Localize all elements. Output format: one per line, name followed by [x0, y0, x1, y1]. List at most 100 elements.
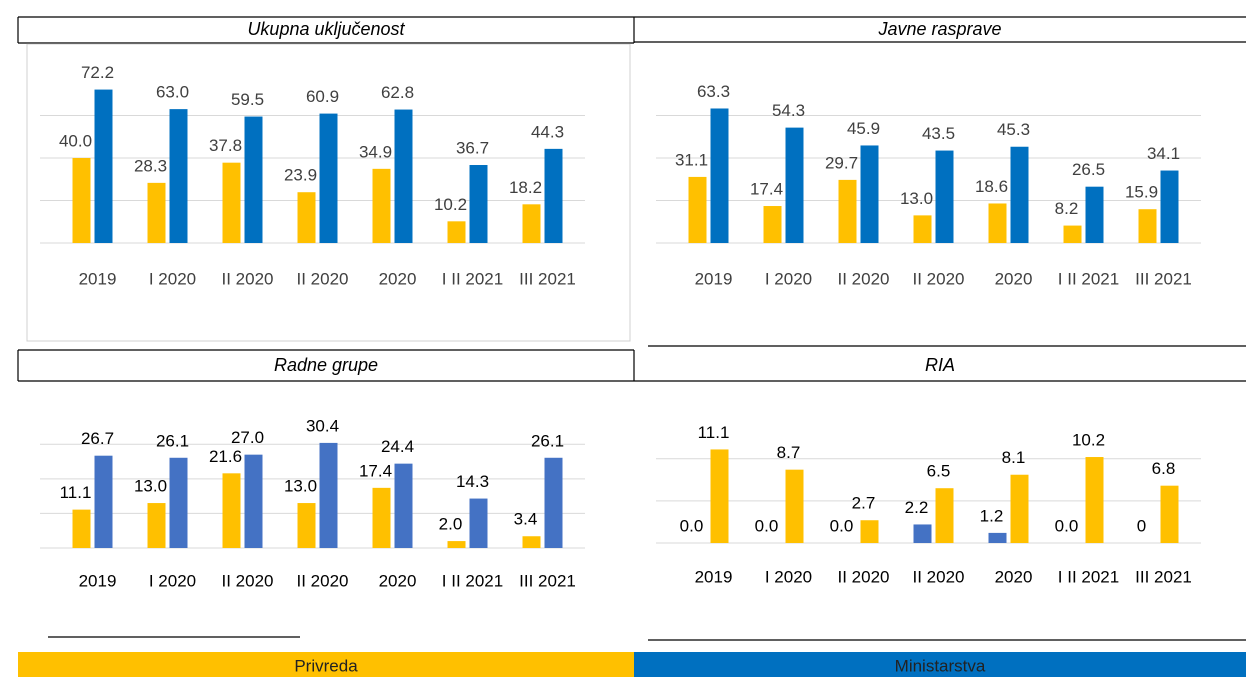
bar	[394, 463, 413, 548]
bar	[522, 204, 541, 243]
data-label: 21.6	[209, 447, 242, 466]
x-tick-label: 2019	[79, 269, 117, 288]
x-tick-label: 2020	[995, 567, 1033, 586]
data-label: 34.1	[1147, 144, 1180, 163]
legend: Privreda Ministarstva	[18, 652, 1246, 677]
x-tick-label: II 2020	[222, 571, 274, 590]
data-label: 0.0	[755, 516, 779, 535]
data-label: 44.3	[531, 122, 564, 141]
data-label: 28.3	[134, 156, 167, 175]
bar	[222, 473, 241, 548]
bar	[297, 503, 316, 548]
bar	[913, 215, 932, 243]
x-tick-label: II 2020	[297, 269, 349, 288]
x-tick-label: II 2020	[838, 269, 890, 288]
data-label: 26.7	[81, 429, 114, 448]
bar	[1063, 225, 1082, 243]
data-label: 43.5	[922, 124, 955, 143]
bar	[72, 509, 91, 548]
data-label: 36.7	[456, 138, 489, 157]
bar	[763, 206, 782, 243]
x-tick-label: I II 2021	[1058, 567, 1119, 586]
bar	[710, 108, 729, 243]
data-label: 17.4	[750, 180, 783, 199]
bar	[244, 116, 263, 243]
bar	[544, 148, 563, 243]
data-label: 30.4	[306, 416, 339, 435]
chart-border	[26, 43, 631, 342]
data-label: 29.7	[825, 153, 858, 172]
x-tick-label: I II 2021	[442, 571, 503, 590]
data-label: 13.0	[134, 477, 167, 496]
panel-title: RIA	[925, 355, 955, 375]
legend-swatch	[18, 652, 634, 677]
data-label: 34.9	[359, 142, 392, 161]
bar	[860, 145, 879, 243]
x-tick-label: I II 2021	[442, 269, 503, 288]
bar	[522, 536, 541, 548]
bar	[1010, 146, 1029, 243]
data-label: 0.0	[1055, 516, 1079, 535]
x-tick-label: II 2020	[913, 269, 965, 288]
data-label: 26.1	[531, 431, 564, 450]
data-label: 6.8	[1152, 459, 1176, 478]
x-tick-label: 2019	[695, 269, 733, 288]
data-label: 63.0	[156, 83, 189, 102]
data-label: 31.1	[675, 150, 708, 169]
data-label: 8.7	[777, 443, 801, 462]
x-tick-label: I 2020	[149, 571, 196, 590]
data-label: 60.9	[306, 87, 339, 106]
bar	[785, 469, 804, 543]
data-label: 6.5	[927, 462, 951, 481]
data-label: 11.1	[698, 423, 730, 442]
bar	[244, 454, 263, 548]
data-label: 63.3	[697, 82, 730, 101]
x-tick-label: I 2020	[149, 269, 196, 288]
bar	[319, 442, 338, 548]
x-tick-label: 2020	[379, 571, 417, 590]
panel-title: Ukupna uključenost	[247, 19, 405, 39]
x-tick-label: I II 2021	[1058, 269, 1119, 288]
bar	[72, 158, 91, 243]
data-label: 1.2	[980, 506, 1004, 525]
bar	[838, 179, 857, 243]
data-label: 13.0	[284, 477, 317, 496]
data-label: 0.0	[830, 516, 854, 535]
bar	[147, 503, 166, 548]
data-label: 8.2	[1055, 199, 1079, 218]
panel-title: Javne rasprave	[877, 19, 1001, 39]
legend-label: Ministarstva	[895, 656, 986, 675]
data-label: 72.2	[81, 63, 114, 82]
data-label: 3.4	[514, 510, 538, 529]
bar	[688, 176, 707, 243]
data-label: 45.9	[847, 119, 880, 138]
data-label: 0.0	[680, 516, 704, 535]
bar	[447, 541, 466, 548]
x-tick-label: 2020	[995, 269, 1033, 288]
bar	[394, 109, 413, 243]
data-label: 13.0	[900, 189, 933, 208]
x-tick-label: II 2020	[222, 269, 274, 288]
data-label: 23.9	[284, 166, 317, 185]
bar	[147, 182, 166, 243]
bar	[447, 221, 466, 243]
data-label: 0	[1137, 516, 1146, 535]
bar	[785, 127, 804, 243]
x-tick-label: III 2021	[1135, 567, 1192, 586]
data-label: 37.8	[209, 136, 242, 155]
data-label: 14.3	[456, 472, 489, 491]
data-label: 10.2	[1072, 431, 1105, 450]
bar	[372, 487, 391, 548]
x-tick-label: II 2020	[838, 567, 890, 586]
x-tick-label: I 2020	[765, 269, 812, 288]
bar	[988, 532, 1007, 543]
bar	[988, 203, 1007, 243]
data-label: 18.2	[509, 178, 542, 197]
bar	[913, 524, 932, 543]
x-tick-label: III 2021	[519, 571, 576, 590]
bar	[1160, 170, 1179, 243]
x-tick-label: 2020	[379, 269, 417, 288]
bar	[860, 520, 879, 543]
bar	[710, 449, 729, 543]
